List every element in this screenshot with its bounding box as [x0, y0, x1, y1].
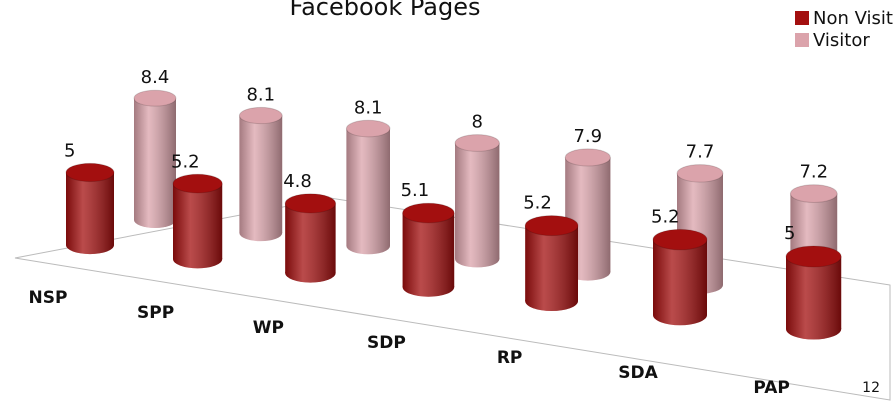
data-label: 7.7	[686, 142, 715, 163]
cylinder-top	[284, 193, 337, 214]
cylinder-top	[65, 162, 115, 183]
cylinder-top	[133, 89, 177, 107]
cylinder-body-shade	[134, 98, 176, 220]
x-tick-label: SDA	[618, 363, 658, 383]
cylinder-top	[345, 119, 391, 138]
cylinder-top	[785, 245, 842, 268]
cylinder-top	[564, 148, 611, 167]
cylinder-top	[238, 106, 283, 125]
cylinder-top	[652, 228, 708, 251]
x-tick-label: NSP	[29, 288, 68, 308]
cylinder	[454, 134, 500, 268]
cylinder-top	[172, 173, 223, 194]
data-label: 5.2	[651, 206, 680, 227]
cylinder-body-shade	[653, 239, 707, 315]
cylinder-top	[454, 134, 500, 152]
cylinder-body-shade	[346, 128, 390, 246]
cylinder-body-shade	[173, 183, 223, 259]
cylinder-body-shade	[66, 172, 114, 245]
cylinder-body-shade	[525, 225, 578, 301]
cylinder-body-shade	[285, 203, 336, 273]
legend-label: Visitor	[813, 30, 870, 51]
legend-label: Non Visitor	[813, 8, 893, 29]
cylinder	[785, 245, 842, 340]
x-tick-label: PAP	[753, 378, 790, 398]
data-label: 7.9	[573, 126, 602, 147]
cylinder	[284, 193, 337, 283]
cylinder	[238, 106, 283, 242]
cylinder-top	[402, 202, 455, 224]
data-label: 8.4	[141, 67, 170, 88]
cylinder-body-shade	[239, 115, 283, 233]
x-tick-label: SPP	[137, 303, 174, 323]
cylinder	[402, 202, 455, 297]
cylinder	[65, 162, 115, 255]
cylinder-body-shade	[455, 143, 500, 259]
x-tick-label: SDP	[367, 333, 406, 353]
data-label: 5	[784, 223, 795, 244]
cylinder	[133, 89, 177, 228]
data-label: 5.2	[171, 151, 200, 172]
cylinder-body-shade	[402, 213, 455, 287]
data-label: 7.2	[799, 162, 828, 183]
data-label: 5.1	[401, 180, 430, 201]
cylinder	[172, 173, 223, 269]
legend-swatch	[795, 11, 809, 25]
cylinder-top	[676, 164, 724, 183]
legend-swatch	[795, 33, 809, 47]
page-number: 12	[862, 380, 880, 396]
cylinder-top	[524, 215, 579, 237]
chart-title: Facebook Pages	[289, 0, 480, 21]
cylinder	[524, 215, 579, 312]
data-label: 8	[471, 112, 482, 133]
cylinder	[345, 119, 391, 255]
data-label: 8.1	[354, 97, 383, 118]
cylinder-top	[789, 184, 838, 203]
cylinder-body-shade	[786, 256, 842, 329]
cylinder	[652, 228, 708, 326]
data-label: 4.8	[283, 171, 312, 192]
x-tick-label: RP	[497, 348, 523, 368]
data-label: 8.1	[246, 84, 275, 105]
data-label: 5.2	[523, 193, 552, 214]
x-tick-label: WP	[253, 318, 284, 338]
data-label: 5	[64, 140, 75, 161]
floor	[14, 197, 891, 401]
